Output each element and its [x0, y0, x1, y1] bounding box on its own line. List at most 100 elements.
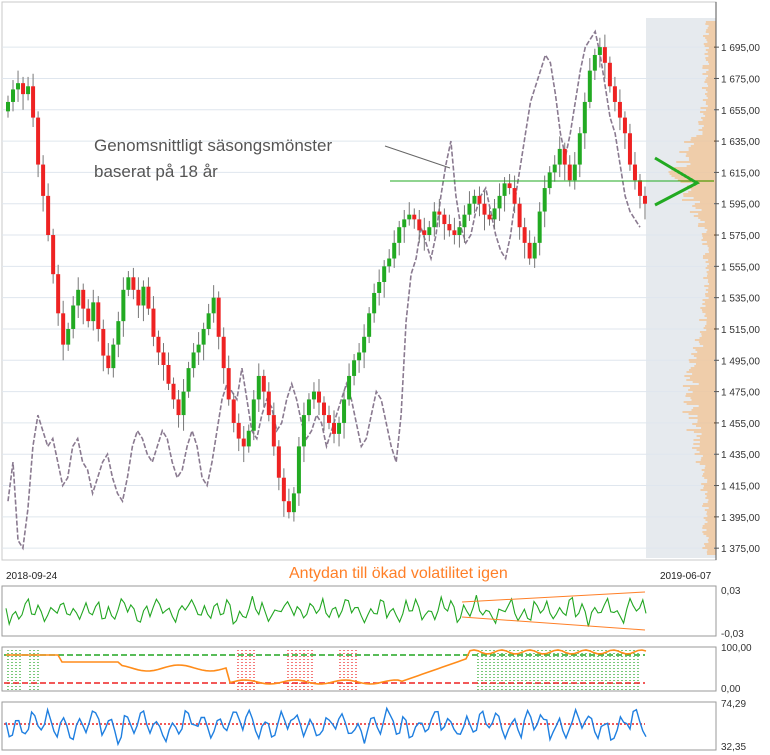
osc-tick-bottom: -0,03 [721, 629, 744, 640]
candle-body [392, 242, 397, 259]
candle-body [397, 227, 402, 243]
candles [6, 34, 647, 522]
candle-body [517, 203, 522, 228]
seasonal-annotation-line2: baserat på 18 år [94, 162, 218, 181]
candle-body [286, 501, 291, 513]
candle-body [31, 86, 36, 118]
candle-body [597, 47, 602, 55]
candle-body [146, 286, 151, 309]
y-tick-label: 1 555,00 [721, 262, 760, 273]
candle-body [221, 336, 226, 369]
candle-body [296, 446, 301, 494]
candle-body [447, 224, 452, 231]
rsi-tick-top: 74,29 [721, 699, 746, 710]
candle-body [246, 430, 251, 447]
grid [2, 46, 714, 549]
candle-body [512, 188, 517, 204]
rsi-line [5, 706, 647, 747]
candle-body [537, 211, 542, 243]
candle-body [417, 219, 422, 231]
candle-body [502, 183, 507, 196]
candle-body [311, 391, 316, 400]
candle-body [291, 493, 296, 513]
candle-body [337, 422, 342, 434]
candle-body [572, 164, 577, 181]
candle-body [136, 289, 141, 306]
candle-body [66, 328, 71, 345]
candle-body [81, 289, 86, 309]
candle-body [121, 289, 126, 322]
candle-body [36, 117, 41, 165]
candle-body [301, 415, 306, 447]
candle-body [507, 183, 512, 189]
forecast-chevron [654, 156, 701, 207]
osc-channel-lower [461, 616, 646, 631]
stochastic-path [6, 649, 647, 685]
candle-body [156, 336, 161, 353]
candle-body [261, 375, 266, 392]
volume-profile [668, 21, 716, 555]
candle-body [111, 344, 116, 369]
volatility-annotation: Antydan till ökad volatilitet igen [289, 565, 508, 582]
candle-body [256, 375, 261, 400]
candle-body [387, 258, 392, 267]
y-tick-label: 1 455,00 [721, 419, 760, 430]
candle-body [432, 211, 437, 228]
candle-body [612, 86, 617, 102]
y-tick-label: 1 515,00 [721, 325, 760, 336]
candle-body [352, 360, 357, 376]
candle-body [427, 227, 432, 236]
x-label-start: 2018-09-24 [6, 571, 58, 582]
candle-body [327, 415, 332, 423]
candle-body [76, 289, 81, 306]
candle-body [487, 214, 492, 220]
candle-body [552, 164, 557, 173]
candle-body [176, 399, 181, 416]
candle-body [11, 89, 16, 102]
y-tick-label: 1 675,00 [721, 74, 760, 85]
y-axis: 1 695,00 1 675,00 1 655,00 1 635,00 1 615,00… [714, 2, 760, 560]
candle-body [377, 282, 382, 293]
candle-body [151, 308, 156, 337]
candle-body [622, 117, 627, 134]
candle-body [91, 302, 96, 322]
rsi-tick-bottom: 32,35 [721, 742, 746, 753]
candle-body [216, 297, 221, 337]
candle-body [281, 477, 286, 502]
candle-body [231, 399, 236, 423]
y-tick-label: 1 615,00 [721, 168, 760, 179]
candle-body [96, 302, 101, 329]
candle-body [462, 214, 467, 228]
candle-body [181, 391, 186, 416]
stochastic-line [6, 649, 647, 685]
stoch-tick-bottom: 0,00 [721, 684, 741, 695]
candle-body [116, 321, 121, 345]
candle-body [567, 164, 572, 181]
candle-body [161, 352, 166, 365]
candle-body [477, 195, 482, 204]
y-tick-label: 1 475,00 [721, 388, 760, 399]
candle-body [276, 446, 281, 478]
candle-body [186, 368, 191, 392]
y-tick-label: 1 595,00 [721, 200, 760, 211]
candle-body [617, 101, 622, 118]
candle-body [342, 399, 347, 423]
candle-body [316, 391, 321, 403]
candle-body [557, 148, 562, 165]
candle-body [402, 219, 407, 228]
candle-body [602, 47, 607, 63]
candle-body [51, 235, 56, 275]
candle-body [332, 422, 337, 434]
seasonal-annotation-line1: Genomsnittligt säsongsmönster [94, 136, 332, 155]
oscillator-path [5, 594, 647, 627]
candle-body [21, 83, 26, 95]
y-tick-label: 1 655,00 [721, 106, 760, 117]
candle-body [61, 313, 66, 345]
candle-body [357, 352, 362, 361]
candle-body [86, 308, 91, 322]
candle-body [422, 230, 427, 236]
y-tick-label: 1 495,00 [721, 356, 760, 367]
candle-body [412, 214, 417, 220]
seasonal-line [7, 29, 641, 551]
candle-body [372, 292, 377, 314]
